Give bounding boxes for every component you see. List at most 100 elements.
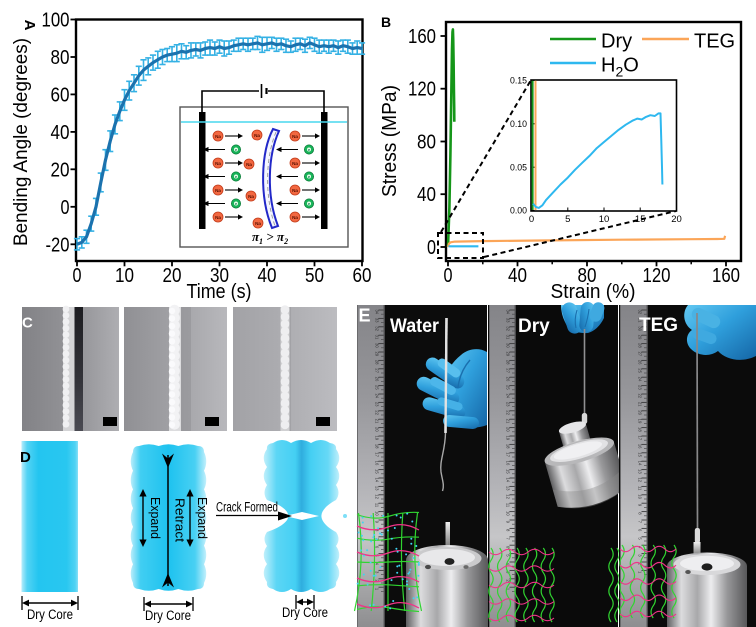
svg-text:3: 3 — [638, 554, 643, 557]
svg-text:24: 24 — [638, 377, 643, 382]
svg-text:28: 28 — [638, 343, 643, 348]
svg-text:Na: Na — [215, 188, 221, 193]
svg-text:6: 6 — [638, 529, 643, 532]
svg-text:19: 19 — [638, 419, 643, 424]
svg-text:27: 27 — [506, 368, 511, 373]
svg-text:34: 34 — [375, 309, 380, 314]
svg-text:1: 1 — [638, 571, 643, 574]
svg-text:Na: Na — [215, 215, 221, 220]
svg-text:25: 25 — [506, 385, 511, 390]
svg-text:27: 27 — [375, 368, 380, 373]
svg-text:26: 26 — [375, 377, 380, 382]
svg-text:13: 13 — [375, 486, 380, 491]
svg-text:e: e — [308, 175, 310, 179]
svg-text:33: 33 — [506, 318, 511, 323]
svg-text:Stress (MPa): Stress (MPa) — [379, 85, 401, 197]
svg-text:15: 15 — [506, 469, 511, 474]
svg-text:20: 20 — [163, 264, 182, 287]
svg-text:25: 25 — [638, 368, 643, 373]
svg-text:24: 24 — [506, 393, 511, 398]
svg-text:e: e — [235, 202, 237, 206]
svg-text:28: 28 — [375, 360, 380, 365]
svg-text:10: 10 — [375, 511, 380, 516]
svg-text:6: 6 — [506, 546, 511, 549]
svg-text:40: 40 — [51, 121, 70, 144]
svg-text:-20: -20 — [46, 233, 70, 256]
svg-text:19: 19 — [375, 435, 380, 440]
svg-text:21: 21 — [638, 402, 643, 407]
svg-text:14: 14 — [375, 477, 380, 482]
svg-text:14: 14 — [506, 477, 511, 482]
svg-text:26: 26 — [638, 360, 643, 365]
svg-text:32: 32 — [506, 326, 511, 331]
svg-text:5: 5 — [506, 554, 511, 557]
svg-text:TEG: TEG — [694, 31, 735, 53]
svg-text:30: 30 — [210, 264, 229, 287]
svg-text:120: 120 — [643, 264, 671, 287]
svg-text:29: 29 — [638, 335, 643, 340]
svg-text:17: 17 — [375, 452, 380, 457]
svg-text:120: 120 — [408, 78, 436, 101]
svg-text:Crack Formed: Crack Formed — [216, 500, 278, 515]
svg-text:12: 12 — [638, 477, 643, 482]
svg-text:0: 0 — [73, 264, 82, 287]
svg-text:40: 40 — [417, 183, 436, 206]
svg-text:40: 40 — [258, 264, 277, 287]
svg-text:Dry: Dry — [518, 316, 550, 337]
svg-text:e: e — [308, 202, 310, 206]
svg-text:21: 21 — [506, 419, 511, 424]
svg-text:Bending Angle (degrees): Bending Angle (degrees) — [10, 38, 32, 246]
svg-text:22: 22 — [638, 393, 643, 398]
svg-text:7: 7 — [638, 521, 643, 524]
svg-text:Na: Na — [215, 134, 221, 139]
svg-text:12: 12 — [375, 494, 380, 499]
svg-text:Na: Na — [292, 215, 298, 220]
svg-text:20: 20 — [638, 410, 643, 415]
svg-text:2: 2 — [375, 579, 380, 582]
svg-text:4: 4 — [375, 563, 380, 566]
svg-text:Dry: Dry — [601, 31, 632, 53]
svg-text:11: 11 — [375, 503, 380, 508]
svg-text:15: 15 — [375, 469, 380, 474]
svg-text:80: 80 — [51, 46, 70, 69]
svg-text:Retract: Retract — [173, 498, 187, 543]
svg-text:10: 10 — [115, 264, 134, 287]
svg-text:28: 28 — [506, 360, 511, 365]
svg-text:A: A — [21, 20, 38, 31]
svg-text:50: 50 — [305, 264, 324, 287]
svg-text:4: 4 — [506, 563, 511, 566]
svg-text:Dry Core: Dry Core — [282, 605, 328, 620]
svg-text:20: 20 — [51, 158, 70, 181]
svg-text:Na: Na — [248, 194, 254, 199]
svg-text:16: 16 — [638, 444, 643, 449]
svg-text:0.00: 0.00 — [510, 206, 527, 217]
svg-text:27: 27 — [638, 351, 643, 356]
svg-text:9: 9 — [506, 521, 511, 524]
svg-text:Time (s): Time (s) — [187, 281, 252, 303]
svg-text:23: 23 — [506, 402, 511, 407]
svg-text:32: 32 — [375, 326, 380, 331]
svg-text:23: 23 — [638, 385, 643, 390]
svg-text:0.05: 0.05 — [510, 162, 527, 173]
svg-text:11: 11 — [506, 503, 511, 508]
svg-text:16: 16 — [506, 461, 511, 466]
svg-text:33: 33 — [375, 318, 380, 323]
svg-text:0.15: 0.15 — [510, 76, 527, 87]
svg-text:25: 25 — [375, 385, 380, 390]
svg-text:22: 22 — [506, 410, 511, 415]
svg-text:160: 160 — [712, 264, 740, 287]
svg-text:21: 21 — [375, 419, 380, 424]
svg-text:80: 80 — [578, 264, 597, 287]
svg-text:9: 9 — [638, 504, 643, 507]
svg-text:32: 32 — [638, 309, 643, 314]
svg-text:e: e — [308, 148, 310, 152]
svg-text:Expand: Expand — [148, 497, 162, 539]
svg-text:12: 12 — [506, 494, 511, 499]
svg-text:19: 19 — [506, 435, 511, 440]
svg-text:C: C — [22, 315, 33, 332]
svg-text:160: 160 — [408, 25, 436, 48]
svg-text:D: D — [20, 449, 31, 466]
svg-text:e: e — [235, 148, 237, 152]
svg-text:29: 29 — [506, 351, 511, 356]
svg-text:11: 11 — [638, 486, 643, 491]
